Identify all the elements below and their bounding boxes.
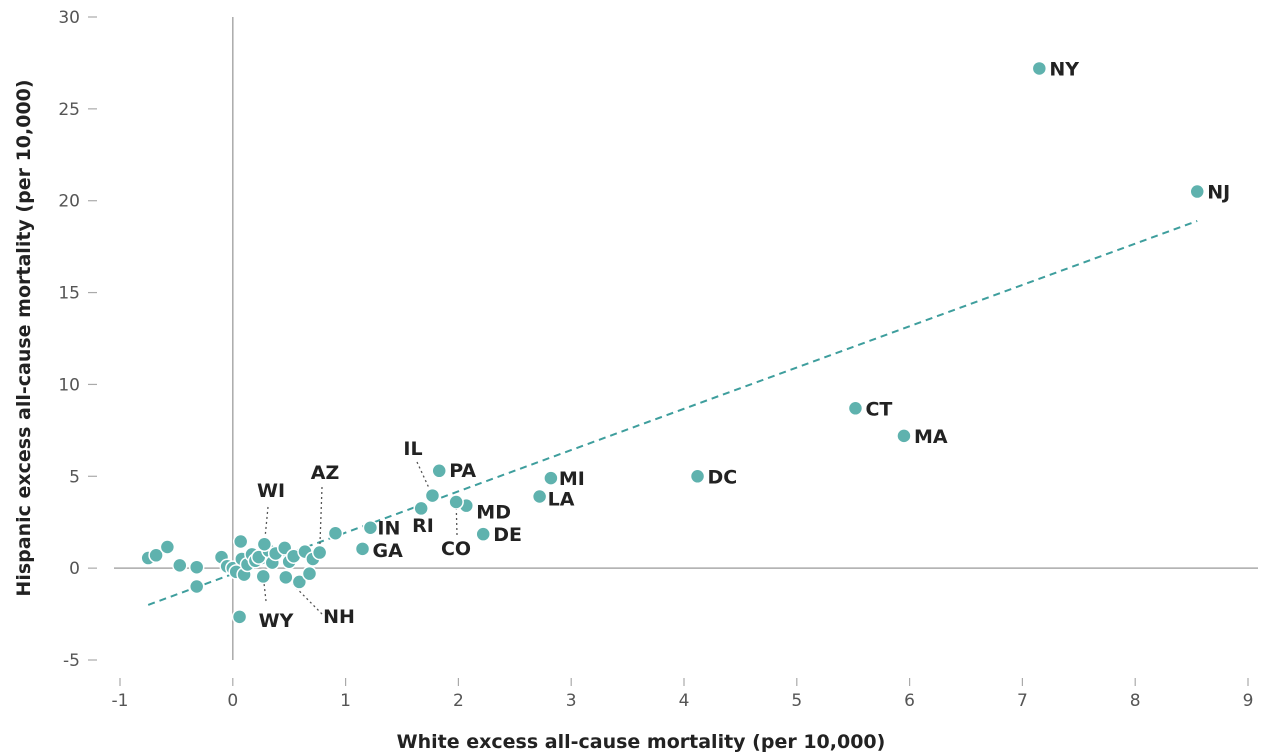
point-label-dc: DC [708,466,738,488]
data-point [232,533,249,550]
data-points [140,60,1205,625]
leader-line-co [455,501,458,536]
x-tick-label: -1 [112,691,129,711]
data-point-dc [689,468,706,485]
point-label-il: IL [403,438,422,460]
point-label-az: AZ [311,462,339,484]
point-label-co: CO [441,538,471,560]
data-point [327,525,344,541]
y-axis-title: Hispanic excess all-cause mortality (per… [13,79,35,596]
point-label-ny: NY [1049,58,1079,80]
leader-lines [262,461,458,615]
data-point-ny [1031,60,1048,77]
data-point-la [531,488,548,505]
y-tick-label: 15 [58,284,80,304]
x-tick-label: 2 [453,691,464,711]
data-point [188,559,205,575]
point-label-la: LA [548,488,575,510]
data-point-wy [255,568,272,585]
y-tick-label: 30 [58,8,80,28]
point-label-mi: MI [559,468,585,490]
point-label-nj: NJ [1207,182,1230,204]
data-point-ma [896,428,912,444]
y-tick-label: 10 [58,375,80,395]
point-label-pa: PA [449,460,476,482]
point-label-ga: GA [373,540,404,562]
point-label-ct: CT [865,398,892,420]
data-point [301,565,318,582]
x-tick-label: 4 [679,691,690,711]
leader-line-az [319,486,323,553]
x-tick-label: 6 [904,691,915,711]
point-label-wy: WY [259,610,294,632]
y-tick-label: 5 [69,467,80,487]
axis-layer: -1 0 1 2 3 4 5 6 7 8 9 -5 0 5 10 15 20 25 30 [58,8,1258,711]
x-tick-label: 1 [340,691,351,711]
data-point-de [475,526,491,542]
data-point [172,557,188,574]
y-tick-label: 20 [58,192,80,212]
data-point-mi [543,470,559,486]
data-point-in [362,519,379,536]
data-point-nj [1189,183,1205,200]
y-tick-label: 0 [69,559,80,579]
x-tick-label: 9 [1243,691,1254,711]
leader-line-nh [285,576,323,615]
data-point-az [311,544,328,561]
data-point-pa [431,463,447,479]
x-axis-title: White excess all-cause mortality (per 10… [397,731,886,753]
data-point-ga [354,541,371,557]
point-label-ri: RI [412,515,434,537]
data-point-nh [278,569,294,586]
point-label-nh: NH [323,606,355,628]
data-point [188,578,205,595]
data-point [291,574,308,590]
point-label-in: IN [377,518,400,540]
y-tick-label: -5 [63,651,80,671]
point-label-md: MD [476,502,511,524]
point-label-de: DE [493,524,522,546]
x-tick-label: 8 [1130,691,1141,711]
x-tick-label: 5 [791,691,802,711]
data-point-ct [847,400,864,417]
data-point-ri [413,500,429,517]
y-tick-label: 25 [58,100,80,120]
trend-line [147,219,1198,606]
data-point [231,609,248,625]
x-tick-label: 3 [566,691,577,711]
data-point-wi [256,536,273,553]
data-point [159,539,176,555]
point-label-ma: MA [914,426,948,448]
data-point [148,547,164,564]
x-tick-label: 7 [1017,691,1028,711]
point-label-wi: WI [257,480,285,502]
x-tick-label: 0 [227,691,238,711]
data-point-co [448,494,464,510]
data-point-il [424,487,441,504]
